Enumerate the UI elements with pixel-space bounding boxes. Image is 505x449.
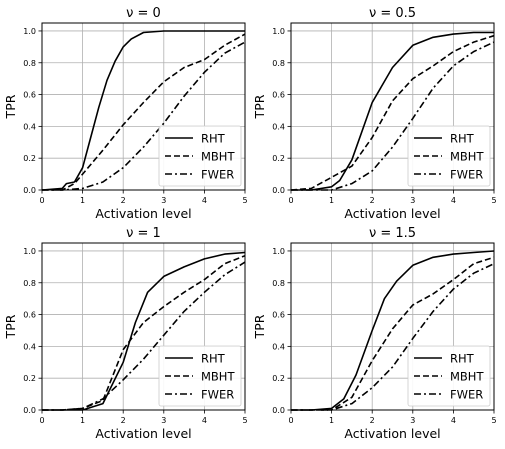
y-tick-label: 0.8	[272, 279, 285, 288]
y-tick-label: 0.0	[23, 186, 36, 195]
plot-frame	[41, 242, 246, 411]
y-tick-label: 0.8	[23, 279, 36, 288]
y-tick-label: 0.2	[23, 154, 36, 163]
legend-label-fwer: FWER	[201, 168, 234, 182]
chart-title: ν = 0.5	[369, 6, 416, 21]
legend-box	[407, 125, 491, 187]
chart-panel-2: 0 1 2 3 4 5 0.0 0.2 0.4 0.6 0.8 1.0 ν = 0.5 Activatio…	[252, 6, 497, 221]
y-tick-label: 0.6	[23, 91, 36, 100]
y-tick-label: 0.8	[23, 59, 36, 68]
x-axis-label: Activation level	[95, 206, 191, 221]
y-tick-label: 0.6	[272, 91, 285, 100]
legend-box	[407, 345, 491, 407]
legend: RHT MBHT FWER	[158, 125, 242, 187]
y-tick-label: 0.4	[272, 122, 285, 131]
x-tick-label: 4	[451, 416, 456, 425]
y-tick-label: 0.4	[23, 342, 36, 351]
y-axis-label: TPR	[252, 314, 267, 339]
x-tick-label: 5	[242, 416, 247, 425]
chart-panel-1: 0 1 2 3 4 5 0.0 0.2 0.4 0.6 0.8 1.0 ν = 0 Activation …	[3, 6, 248, 221]
legend-label-rht: RHT	[201, 132, 226, 146]
series-line-mbht	[290, 34, 495, 191]
legend: RHT MBHT FWER	[407, 345, 491, 407]
x-tick-label: 4	[202, 416, 207, 425]
x-tick-label: 2	[121, 196, 126, 205]
y-tick-label: 0.6	[23, 311, 36, 320]
plot-frame	[41, 22, 246, 191]
x-tick-label: 3	[410, 416, 415, 425]
legend-label-fwer: FWER	[450, 168, 483, 182]
x-axis-label: Activation level	[344, 426, 440, 441]
x-axis-label: Activation level	[95, 426, 191, 441]
y-axis-label: TPR	[252, 94, 267, 119]
y-tick-label: 1.0	[23, 247, 36, 256]
y-tick-label: 0.2	[23, 374, 36, 383]
y-tick-label: 0.6	[272, 311, 285, 320]
x-tick-label: 3	[410, 196, 415, 205]
legend-label-mbht: MBHT	[201, 370, 235, 384]
x-tick-label: 1	[80, 416, 85, 425]
x-tick-label: 0	[288, 416, 293, 425]
legend-box	[158, 125, 242, 187]
x-tick-label: 5	[491, 196, 496, 205]
legend-box	[158, 345, 242, 407]
legend: RHT MBHT FWER	[158, 345, 242, 407]
plot-frame	[290, 22, 495, 191]
series-line-fwer	[42, 261, 246, 411]
legend-label-rht: RHT	[201, 352, 226, 366]
series-line-mbht	[42, 254, 246, 411]
y-axis-label: TPR	[3, 94, 18, 119]
x-tick-label: 0	[288, 196, 293, 205]
x-tick-label: 0	[39, 416, 44, 425]
series-line-mbht	[42, 33, 246, 191]
legend-label-rht: RHT	[450, 132, 475, 146]
y-tick-label: 0.4	[23, 122, 36, 131]
x-tick-label: 3	[161, 416, 166, 425]
x-tick-label: 1	[329, 196, 334, 205]
x-tick-label: 2	[370, 196, 375, 205]
chart-title: ν = 1	[126, 226, 161, 241]
x-axis-label: Activation level	[344, 206, 440, 221]
series-line-rht	[291, 250, 495, 411]
y-tick-label: 1.0	[272, 247, 285, 256]
plot-frame	[290, 242, 495, 411]
y-tick-label: 0.0	[272, 406, 285, 415]
series-line-mbht	[291, 256, 495, 411]
chart-title: ν = 1.5	[369, 226, 416, 241]
x-tick-label: 5	[242, 196, 247, 205]
x-tick-label: 3	[161, 196, 166, 205]
series-line-rht	[41, 30, 245, 191]
legend-label-rht: RHT	[450, 352, 475, 366]
x-tick-label: 1	[80, 196, 85, 205]
legend-label-mbht: MBHT	[201, 150, 235, 164]
x-tick-label: 5	[491, 416, 496, 425]
y-tick-label: 1.0	[272, 27, 285, 36]
x-tick-label: 2	[370, 416, 375, 425]
chart-panel-4: 0 1 2 3 4 5 0.0 0.2 0.4 0.6 0.8 1.0 ν = 1.5 Activatio…	[252, 226, 497, 441]
y-axis-label: TPR	[3, 314, 18, 339]
legend-label-fwer: FWER	[450, 388, 483, 402]
x-tick-label: 2	[121, 416, 126, 425]
y-tick-label: 0.2	[272, 374, 285, 383]
chart-title: ν = 0	[126, 6, 161, 21]
series-line-fwer	[42, 41, 246, 191]
y-tick-label: 0.0	[272, 186, 285, 195]
x-tick-label: 4	[202, 196, 207, 205]
x-tick-label: 1	[329, 416, 334, 425]
legend-label-fwer: FWER	[201, 388, 234, 402]
series-line-rht	[291, 31, 494, 191]
x-tick-label: 0	[39, 196, 44, 205]
x-tick-label: 4	[451, 196, 456, 205]
y-tick-label: 0.4	[272, 342, 285, 351]
y-tick-label: 0.2	[272, 154, 285, 163]
y-tick-label: 1.0	[23, 27, 36, 36]
legend-label-mbht: MBHT	[450, 150, 484, 164]
legend-label-mbht: MBHT	[450, 370, 484, 384]
legend: RHT MBHT FWER	[407, 125, 491, 187]
y-tick-label: 0.0	[23, 406, 36, 415]
chart-panel-3: 0 1 2 3 4 5 0.0 0.2 0.4 0.6 0.8 1.0 ν = 1 Activation …	[3, 226, 248, 441]
y-tick-label: 0.8	[272, 59, 285, 68]
